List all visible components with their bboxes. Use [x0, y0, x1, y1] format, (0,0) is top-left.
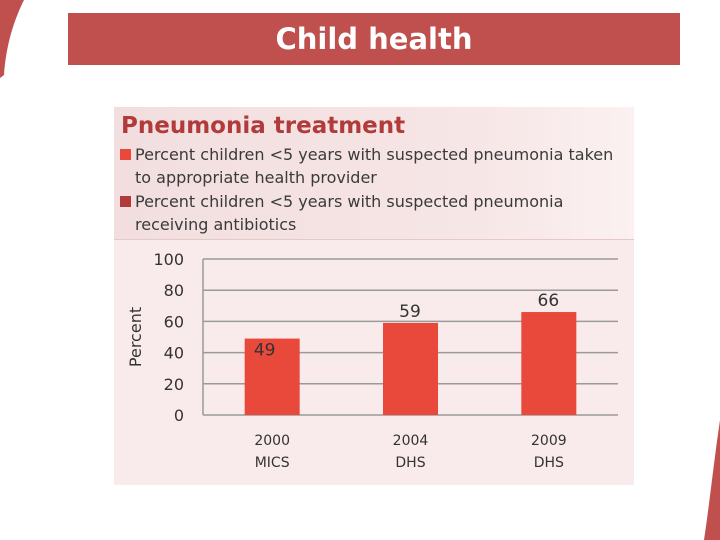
- legend-swatch-provider: [120, 149, 131, 160]
- bar-chart: 100 80 60 40 20 0 Percent 49 2000 MICS 59 2004 DHS 66…: [126, 250, 618, 471]
- y-axis-title: Percent: [126, 307, 145, 367]
- y-tick-label: 100: [153, 250, 184, 269]
- y-tick-label: 0: [174, 406, 184, 425]
- legend-label-antibiotics: Percent children <5 years with suspected…: [135, 192, 564, 234]
- y-tick-label: 80: [164, 281, 184, 300]
- bar-value-label: 66: [538, 291, 560, 311]
- legend-item-antibiotics: Percent children <5 years with suspected…: [120, 190, 620, 236]
- bar-value-label: 49: [254, 341, 276, 361]
- x-category-label: 2000: [254, 433, 290, 449]
- legend-swatch-antibiotics: [120, 196, 131, 207]
- chart-title: Pneumonia treatment: [121, 113, 406, 139]
- bar: [521, 312, 577, 415]
- y-tick-label: 20: [164, 375, 184, 394]
- x-category-sublabel: DHS: [395, 455, 425, 471]
- y-tick-label: 60: [164, 312, 184, 331]
- y-tick-label: 40: [164, 344, 184, 363]
- x-category-sublabel: DHS: [534, 455, 564, 471]
- bar: [244, 338, 300, 415]
- x-category-sublabel: MICS: [255, 455, 290, 471]
- chart-panel: Pneumonia treatment Percent children <5 …: [114, 107, 634, 485]
- corner-swoosh-top-left: [0, 0, 24, 78]
- x-category-label: 2009: [531, 433, 567, 449]
- slide-title: Child health: [275, 22, 473, 56]
- bar: [383, 322, 438, 415]
- bar-value-label: 59: [399, 302, 421, 322]
- x-category-label: 2004: [393, 433, 429, 449]
- corner-swoosh-bottom-right: [704, 420, 720, 540]
- slide-title-banner: Child health: [68, 13, 680, 65]
- legend-item-provider: Percent children <5 years with suspected…: [120, 143, 620, 189]
- legend-label-provider: Percent children <5 years with suspected…: [135, 145, 614, 187]
- chart-header: Pneumonia treatment Percent children <5 …: [114, 107, 634, 240]
